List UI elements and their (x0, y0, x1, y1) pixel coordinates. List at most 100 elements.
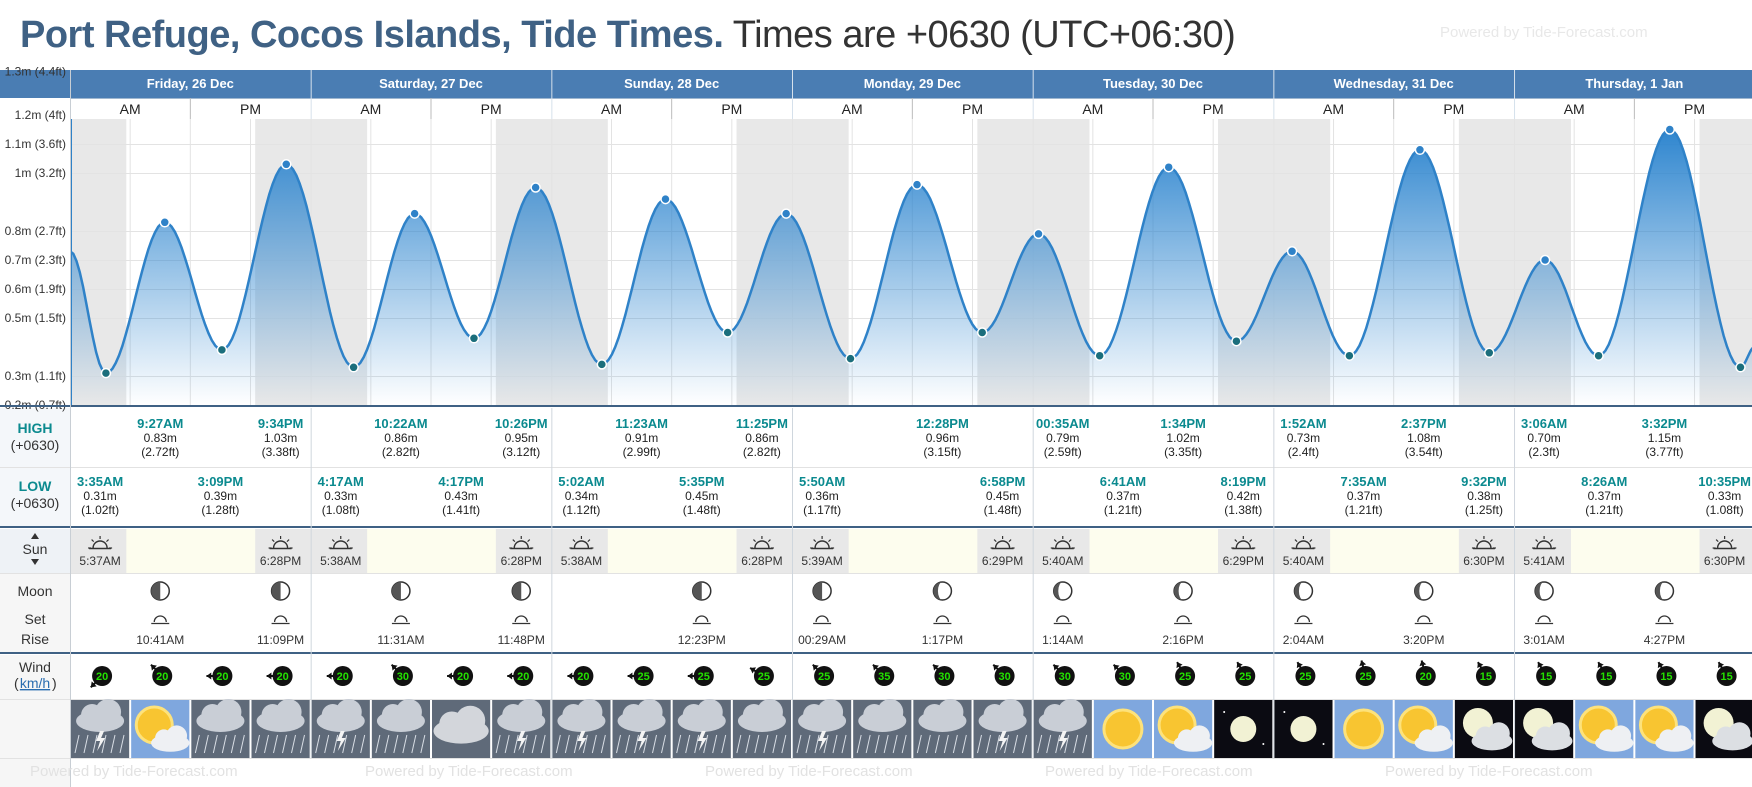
rain-streak (420, 734, 426, 754)
moon-arc (514, 615, 528, 623)
rain-streak (393, 734, 399, 754)
thunderstorm-icon (973, 699, 1032, 758)
moon-event-time: 11:48PM (498, 633, 545, 647)
high-tide-meters: 1.02m (1166, 431, 1199, 445)
rain-streak (1055, 734, 1061, 754)
rain-streak (995, 734, 1001, 754)
rain-streak (411, 734, 417, 754)
low-tide-meters: 0.43m (444, 489, 477, 503)
moon-shadow (933, 582, 943, 600)
high-tide-point (409, 208, 420, 219)
wind-indicator: 15 (1475, 661, 1496, 686)
y-tick-label: 0.7m (2.3ft) (5, 253, 66, 267)
high-row-label: HIGH (18, 420, 53, 436)
wind-indicator: 20 (150, 663, 173, 686)
sun-ray (1489, 539, 1493, 543)
wind-speed-disc (573, 666, 594, 686)
low-tide-meters: 0.45m (986, 489, 1019, 503)
moon-arc (394, 615, 408, 623)
rain-streak (841, 734, 847, 754)
moon-set-rise-icon (1294, 615, 1313, 625)
moon-waxing-gibbous-icon (1654, 581, 1675, 601)
wind-arrow-head (447, 672, 452, 680)
cloud-puff (1610, 725, 1632, 747)
wind-speed-disc (1235, 666, 1256, 686)
low-tide-time: 9:32PM (1461, 474, 1507, 489)
sun-ray (1249, 539, 1253, 543)
rain-streak (754, 734, 760, 754)
low-tide-time: 8:19PM (1221, 474, 1267, 489)
moon-arc (1056, 615, 1070, 623)
wind-indicator: 30 (390, 663, 413, 686)
wind-arrow-head (872, 664, 879, 671)
y-tick-label: 0.6m (1.9ft) (5, 282, 66, 296)
rain-streak (1046, 734, 1052, 754)
sunset-icon (1712, 536, 1737, 550)
low-tide-time: 5:35PM (679, 474, 725, 489)
wind-arrow-head (1053, 664, 1060, 671)
rain-streak (402, 734, 408, 754)
footer-credit-4: Powered by Tide-Forecast.com (1045, 763, 1253, 780)
sun-arc (1055, 540, 1071, 549)
rain-streak (736, 734, 742, 754)
moon-arc (815, 615, 829, 623)
wind-speed-disc (1175, 666, 1196, 686)
wind-indicator: 20 (266, 666, 293, 686)
moon-shadow (391, 582, 401, 600)
wind-arrow-head (150, 664, 157, 671)
sun-expand-down-icon[interactable] (31, 559, 39, 565)
sunset-icon (1231, 536, 1256, 550)
sun-expand-up-icon[interactable] (31, 533, 39, 539)
wind-indicator: 20 (326, 666, 353, 686)
low-tide-feet: (1.25ft) (1465, 503, 1503, 517)
moon-first-quarter-icon (391, 581, 411, 601)
wind-speed-disc (332, 666, 353, 686)
low-tide-meters: 0.37m (1347, 489, 1380, 503)
rain-icon (251, 699, 310, 758)
wind-arrow-head (1359, 660, 1367, 667)
rain-streak (925, 734, 931, 754)
wind-speed-disc (1295, 666, 1316, 686)
low-tide-point (596, 359, 608, 370)
sun-ray (572, 539, 576, 543)
wind-speed-disc (693, 666, 714, 686)
high-tide-meters: 0.86m (384, 431, 417, 445)
rain-streak (522, 734, 528, 754)
moon-set-rise-icon (271, 615, 290, 625)
sun-arc (573, 540, 590, 549)
wind-speed: 20 (517, 671, 529, 683)
sunset-icon (990, 536, 1015, 550)
rain-streak (661, 734, 666, 754)
rain-streak (600, 734, 606, 754)
rain-streak (555, 734, 561, 754)
moon-arc (1417, 615, 1431, 623)
wind-unit-link[interactable]: km/h (20, 675, 50, 691)
high-tide-feet: (3.38ft) (262, 445, 300, 459)
wind-speed-disc (513, 666, 534, 686)
high-tide-time: 10:26PM (495, 416, 548, 431)
low-tide-time: 6:58PM (980, 474, 1026, 489)
rain-streak (74, 734, 80, 754)
low-tide-feet: (1.28ft) (201, 503, 239, 517)
moon-event-time: 1:14AM (1042, 633, 1083, 647)
high-tide-point (1163, 161, 1174, 173)
lightning-bolt (818, 731, 828, 751)
low-tide-feet: (1.21ft) (1585, 503, 1623, 517)
wind-speed-disc (874, 666, 895, 686)
sunny-icon (1093, 700, 1153, 758)
rain-streak (375, 734, 381, 754)
rain-streak (1082, 734, 1088, 754)
low-tide-time: 3:35AM (77, 474, 123, 489)
wind-indicator: 30 (1052, 663, 1075, 686)
wind-speed-disc (453, 666, 474, 686)
star (1283, 711, 1286, 713)
cloud-puff (696, 699, 723, 725)
wind-arrow-head (206, 672, 212, 680)
wind-indicator: 25 (687, 666, 714, 686)
wind-speed: 35 (878, 671, 890, 683)
wind-arrow-head (993, 664, 1000, 671)
rain-streak (300, 734, 305, 754)
sunset-time: 6:29PM (1223, 554, 1264, 568)
rain-streak (1004, 734, 1010, 754)
low-tide-time: 7:35AM (1340, 474, 1386, 489)
